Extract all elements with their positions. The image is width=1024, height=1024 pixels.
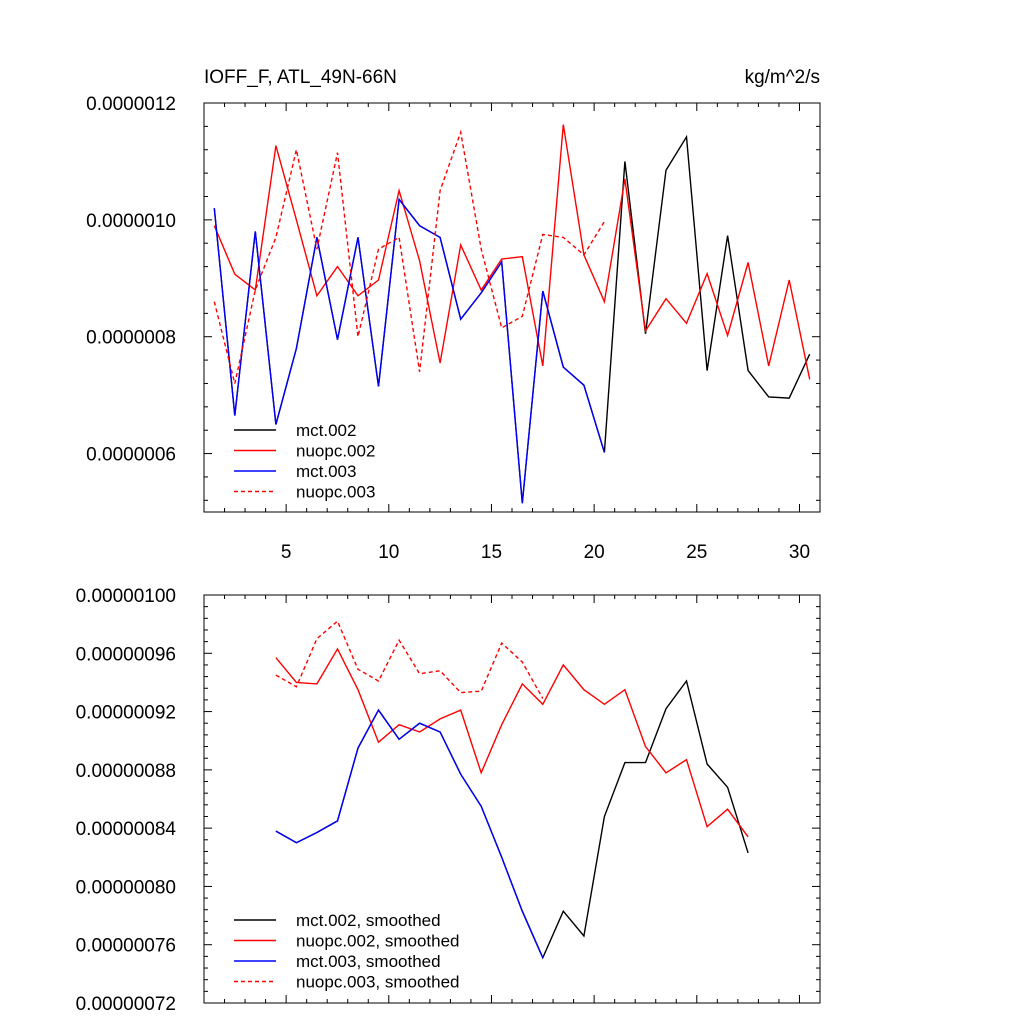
top-y-tick-label: 0.0000008 bbox=[86, 328, 176, 349]
top-y-tick-label: 0.0000010 bbox=[86, 211, 176, 232]
bottom-legend-label: nuopc.002, smoothed bbox=[296, 932, 460, 951]
top-x-tick-label: 5 bbox=[281, 542, 292, 563]
top-x-tick-label: 15 bbox=[481, 542, 502, 563]
top-legend-label: nuopc.003 bbox=[296, 483, 375, 502]
bottom-y-tick-label: 0.00000100 bbox=[76, 586, 176, 607]
top-series-line-nuopc-003 bbox=[213, 129, 605, 384]
bottom-chart: 0.00000072 0.00000076 0.00000080 0.00000084… bbox=[76, 586, 821, 1015]
top-legend-label: mct.003 bbox=[296, 462, 356, 481]
bottom-y-tick-label: 0.00000088 bbox=[76, 761, 176, 782]
top-x-tick-label: 25 bbox=[686, 542, 707, 563]
top-x-tick-label: 20 bbox=[584, 542, 605, 563]
bottom-series-line-nuopc-002-smoothed bbox=[275, 647, 749, 838]
top-x-tick-label: 10 bbox=[378, 542, 399, 563]
bottom-y-tick-label: 0.00000072 bbox=[76, 994, 176, 1015]
bottom-series-line-mct-003-smoothed bbox=[275, 708, 544, 959]
top-chart: 5 10 15 20 25 30 0.0000006 0.0000008 0.0000010 0.… bbox=[86, 94, 821, 563]
bottom-y-tick-label: 0.00000096 bbox=[76, 644, 176, 665]
top-y-tick-label: 0.0000012 bbox=[86, 94, 176, 115]
bottom-y-tick-label: 0.00000084 bbox=[76, 819, 177, 840]
top-chart-units: kg/m^2/s bbox=[745, 67, 820, 88]
bottom-y-tick-label: 0.00000080 bbox=[76, 877, 176, 898]
bottom-legend-label: mct.002, smoothed bbox=[296, 911, 441, 930]
top-legend-label: mct.002 bbox=[296, 421, 356, 440]
bottom-legend-label: mct.003, smoothed bbox=[296, 952, 441, 971]
bottom-series-line-nuopc-003-smoothed bbox=[275, 620, 544, 699]
top-series-line-nuopc-002 bbox=[213, 124, 811, 380]
top-y-tick-label: 0.0000006 bbox=[86, 445, 176, 466]
top-x-tick-label: 30 bbox=[789, 542, 810, 563]
bottom-y-tick-label: 0.00000076 bbox=[76, 936, 176, 957]
bottom-legend-label: nuopc.003, smoothed bbox=[296, 973, 460, 992]
top-series-line-mct-003 bbox=[213, 197, 606, 504]
bottom-y-tick-label: 0.00000092 bbox=[76, 703, 176, 724]
top-chart-title: IOFF_F, ATL_49N-66N bbox=[204, 67, 397, 88]
top-legend-label: nuopc.002 bbox=[296, 442, 375, 461]
